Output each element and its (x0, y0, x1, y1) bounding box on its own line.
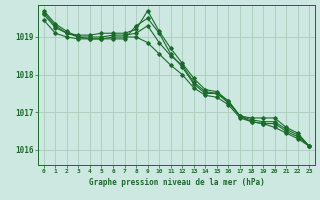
X-axis label: Graphe pression niveau de la mer (hPa): Graphe pression niveau de la mer (hPa) (89, 178, 264, 187)
